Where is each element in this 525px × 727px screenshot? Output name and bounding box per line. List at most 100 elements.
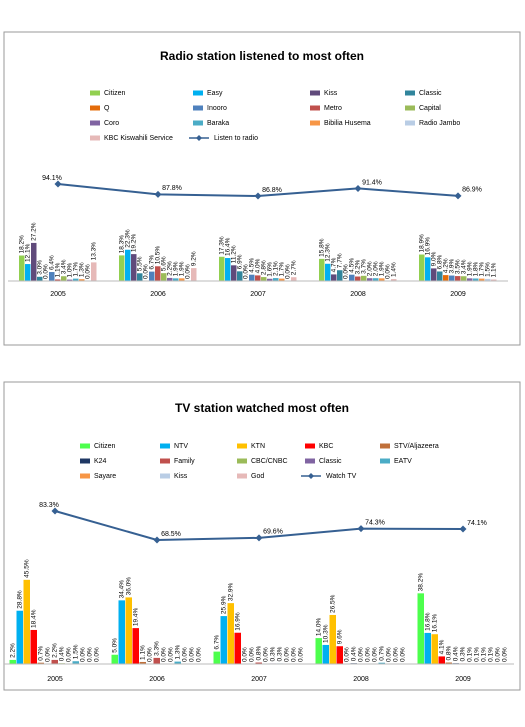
data-label: 0.1% bbox=[474, 647, 481, 662]
data-label: 13.3% bbox=[91, 242, 98, 261]
bar bbox=[337, 270, 343, 281]
x-tick-label: 2008 bbox=[350, 291, 366, 298]
data-label: 2.1% bbox=[273, 261, 280, 276]
bar bbox=[331, 274, 337, 281]
data-label: 0.0% bbox=[343, 264, 350, 279]
data-label: 1.4% bbox=[391, 262, 398, 277]
data-label: 0.0% bbox=[263, 647, 270, 662]
data-label: 16.4% bbox=[225, 237, 232, 256]
data-label: 3.0% bbox=[37, 260, 44, 275]
legend-swatch bbox=[80, 443, 90, 449]
data-label: 27.2% bbox=[31, 222, 38, 241]
data-label: 0.0% bbox=[80, 647, 87, 662]
line-marker bbox=[254, 192, 262, 200]
data-label: 26.5% bbox=[330, 594, 337, 613]
bar bbox=[431, 634, 438, 664]
data-label: 1.5% bbox=[73, 644, 80, 659]
data-label: 68.5% bbox=[161, 531, 181, 538]
data-label: 3.3% bbox=[154, 641, 161, 656]
data-label: 0.0% bbox=[87, 647, 94, 662]
data-label: 3.7% bbox=[361, 259, 368, 274]
bar bbox=[137, 273, 143, 281]
legend-marker bbox=[196, 135, 202, 141]
x-tick-label: 2007 bbox=[251, 676, 267, 683]
data-label: 0.0% bbox=[43, 264, 50, 279]
data-label: 0.4% bbox=[351, 646, 358, 661]
data-label: 0.1% bbox=[481, 647, 488, 662]
data-label: 1.1% bbox=[55, 262, 62, 277]
data-label: 0.4% bbox=[453, 646, 460, 661]
bar bbox=[61, 276, 67, 281]
data-label: 0.0% bbox=[249, 647, 256, 662]
legend-label: Inooro bbox=[207, 105, 227, 112]
data-label: 86.9% bbox=[462, 187, 482, 194]
data-label: 6.9% bbox=[237, 254, 244, 269]
line-marker bbox=[354, 184, 362, 192]
bar bbox=[49, 272, 55, 281]
data-label: 1.8% bbox=[473, 261, 480, 276]
legend-label: Kiss bbox=[324, 90, 338, 97]
legend-label: NTV bbox=[174, 443, 188, 450]
legend-label: K24 bbox=[94, 458, 107, 465]
bar bbox=[51, 659, 58, 664]
bar bbox=[72, 661, 79, 664]
legend-label: STV/Aljazeera bbox=[394, 443, 439, 450]
legend-swatch bbox=[405, 90, 415, 96]
bar bbox=[491, 279, 497, 281]
data-label: 3.4% bbox=[461, 259, 468, 274]
bar bbox=[111, 654, 118, 664]
data-label: 0.0% bbox=[85, 264, 92, 279]
legend-label: Family bbox=[174, 458, 195, 465]
bar bbox=[315, 638, 322, 664]
data-label: 18.2% bbox=[19, 235, 26, 254]
bar bbox=[139, 661, 146, 664]
legend-swatch bbox=[80, 458, 90, 464]
data-label: 0.0% bbox=[168, 647, 175, 662]
data-label: 2.2% bbox=[10, 643, 17, 658]
bar bbox=[467, 278, 473, 281]
bar bbox=[379, 278, 385, 281]
legend-label: Baraka bbox=[207, 120, 229, 127]
data-label: 18.9% bbox=[419, 234, 426, 253]
line-marker bbox=[357, 525, 365, 533]
bar bbox=[322, 644, 329, 664]
data-label: 25.9% bbox=[221, 595, 228, 614]
data-label: 1.7% bbox=[73, 262, 80, 277]
bar bbox=[361, 275, 367, 281]
data-label: 0.0% bbox=[189, 647, 196, 662]
data-label: 0.0% bbox=[243, 264, 250, 279]
bar bbox=[419, 254, 425, 281]
data-label: 1.1% bbox=[491, 262, 498, 277]
data-label: 12.3% bbox=[325, 243, 332, 262]
x-tick-label: 2009 bbox=[450, 291, 466, 298]
data-label: 0.0% bbox=[291, 647, 298, 662]
bar bbox=[23, 579, 30, 664]
legend-label: EATV bbox=[394, 458, 412, 465]
legend-swatch bbox=[160, 473, 170, 479]
legend-label: Bibilia Husema bbox=[324, 120, 371, 127]
data-label: 0.1% bbox=[488, 647, 495, 662]
data-label: 6.4% bbox=[49, 255, 56, 270]
bar bbox=[431, 268, 437, 281]
line-marker bbox=[454, 192, 462, 200]
bar bbox=[279, 278, 285, 281]
bar bbox=[261, 277, 267, 281]
data-label: 18.3% bbox=[119, 235, 126, 254]
line-marker bbox=[154, 190, 162, 198]
bar bbox=[219, 256, 225, 281]
data-label: 4.7% bbox=[331, 257, 338, 272]
bar bbox=[329, 614, 336, 664]
data-label: 0.0% bbox=[400, 647, 407, 662]
data-label: 0.0% bbox=[502, 647, 509, 662]
bar bbox=[31, 242, 37, 281]
legend-swatch bbox=[160, 443, 170, 449]
bar bbox=[19, 255, 25, 281]
bar bbox=[237, 271, 243, 281]
legend-swatch bbox=[193, 120, 203, 126]
legend-label: Radio Jambo bbox=[419, 120, 460, 127]
bar bbox=[73, 278, 79, 281]
bar bbox=[161, 273, 167, 281]
data-label: 0.0% bbox=[285, 264, 292, 279]
bar bbox=[67, 279, 73, 281]
bar bbox=[249, 274, 255, 281]
